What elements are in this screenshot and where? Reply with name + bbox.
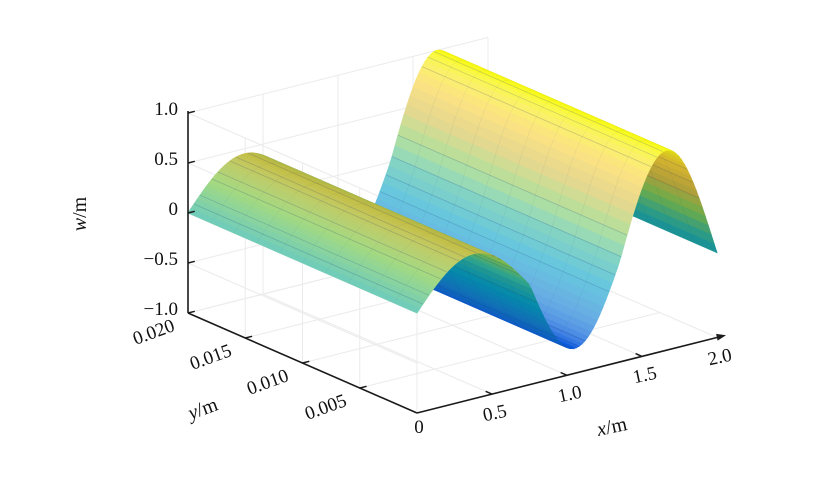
z-axis-letter: w — [69, 217, 91, 232]
z-tick-label: 0 — [168, 199, 179, 220]
z-axis-unit: /m — [69, 196, 91, 218]
z-tick-label: −0.5 — [143, 249, 178, 270]
z-axis-title: w/m — [68, 174, 92, 254]
x-axis-unit: /m — [603, 413, 629, 440]
z-tick-label: −1.0 — [143, 299, 178, 320]
z-tick-label: 1.0 — [154, 99, 178, 120]
z-tick-label: 0.5 — [154, 149, 178, 170]
origin-tick-label: 0 — [414, 417, 424, 438]
